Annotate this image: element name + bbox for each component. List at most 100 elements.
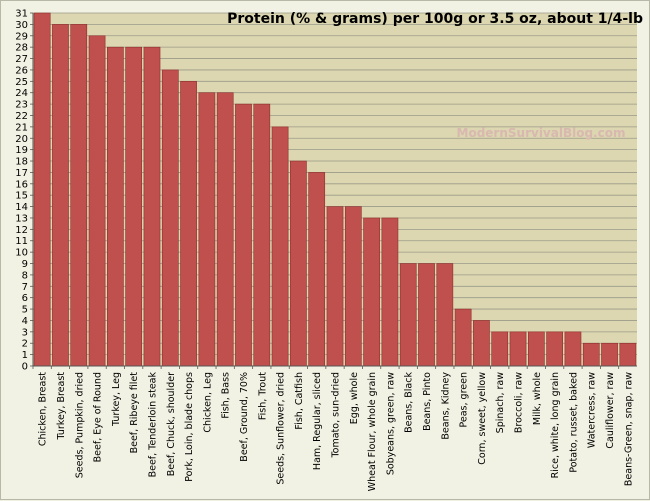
bar	[308, 172, 326, 367]
x-category-label: Potato, russet, baked	[568, 372, 579, 473]
y-tick-label: 19	[15, 145, 28, 156]
x-category-label: Tomato, sun-dried	[331, 372, 342, 459]
y-tick-label: 7	[22, 282, 28, 293]
bar	[52, 24, 69, 367]
bar	[326, 206, 344, 367]
x-category-label: Beans-Green, snap, raw	[623, 372, 634, 486]
y-tick-label: 11	[15, 236, 28, 247]
y-tick-label: 22	[15, 111, 28, 122]
x-category-label: Pork, Loin, blade chops	[184, 372, 195, 482]
x-category-label: Seeds, Sunflower, dried	[276, 372, 287, 485]
bar	[33, 12, 51, 367]
x-category-label: Beef, Chuck, shoulder	[166, 372, 177, 476]
y-tick-label: 4	[22, 316, 28, 327]
bar	[546, 331, 563, 367]
bar	[253, 103, 271, 367]
y-tick-label: 30	[15, 20, 28, 31]
bar	[143, 46, 161, 367]
x-category-label: Egg, whole	[349, 372, 360, 424]
x-category-label: Broccoli, raw	[514, 372, 525, 433]
y-tick-label: 0	[22, 362, 28, 373]
bar	[527, 331, 545, 367]
bar	[418, 263, 435, 367]
x-category-label: Fish, Trout	[257, 372, 268, 420]
bar	[399, 263, 417, 367]
bar	[619, 342, 637, 367]
x-category-label: Beans, Kidney	[440, 372, 451, 440]
x-category-label: Spinach, raw	[495, 372, 506, 434]
bar	[271, 126, 289, 367]
chart-title: Protein (% & grams) per 100g or 3.5 oz, …	[227, 11, 643, 27]
y-tick-label: 6	[22, 293, 28, 304]
x-category-label: Beef, Ground, 70%	[239, 372, 250, 462]
bar	[363, 217, 380, 367]
x-category-label: Beef, Ribeye filet	[129, 372, 140, 454]
y-tick-label: 12	[15, 225, 28, 236]
x-category-label: Watercress, raw	[587, 372, 598, 448]
y-tick-label: 25	[15, 77, 28, 88]
y-tick-label: 24	[15, 88, 28, 99]
bar	[88, 35, 106, 367]
x-category-label: Peas, green	[459, 372, 470, 427]
bar	[381, 217, 399, 367]
bar	[344, 206, 362, 367]
y-tick-label: 10	[15, 248, 28, 259]
x-category-label: Rice, white, long grain	[550, 372, 561, 478]
x-category-label: Fish, Catfish	[294, 372, 305, 430]
y-tick-label: 28	[15, 43, 28, 54]
x-category-label: Beans, Pinto	[422, 372, 433, 431]
x-category-label: Fish, Bass	[221, 372, 232, 419]
x-category-label: Cauliflower, raw	[605, 372, 616, 449]
y-tick-label: 14	[15, 202, 28, 213]
y-tick-label: 23	[15, 100, 28, 111]
bar	[491, 331, 509, 367]
y-tick-label: 9	[22, 259, 28, 270]
bar	[582, 342, 600, 367]
bar	[564, 331, 582, 367]
x-category-label: Wheat Flour, whole grain	[367, 372, 378, 491]
x-category-label: Turkey, Leg	[111, 372, 122, 427]
bar	[180, 81, 197, 367]
y-tick-label: 31	[15, 9, 28, 20]
bar	[436, 263, 454, 367]
bar	[473, 320, 490, 367]
y-tick-label: 5	[22, 305, 28, 316]
y-tick-label: 29	[15, 31, 28, 42]
x-category-label: Ham, Regular, sliced	[312, 372, 323, 470]
bar	[509, 331, 527, 367]
x-category-label: Turkey, Breast	[56, 372, 67, 441]
x-category-label: Chicken, Breast	[38, 372, 49, 446]
bar	[290, 160, 307, 367]
bar	[454, 308, 472, 367]
x-category-label: Beef, Eye of Round	[93, 372, 104, 462]
y-tick-label: 2	[22, 339, 28, 350]
x-category-label: Beans, Black	[404, 372, 415, 433]
y-tick-label: 21	[15, 122, 28, 133]
x-axis-labels: Chicken, Breast Turkey, Breast Seeds, Pump…	[32, 366, 634, 491]
y-axis-ticks: 0123456789101112131415161718192021222324…	[15, 9, 33, 373]
y-tick-label: 20	[15, 134, 28, 145]
x-category-label: Sobyeans, green, raw	[385, 372, 396, 475]
x-category-label: Chicken, Leg	[202, 372, 213, 433]
y-tick-label: 26	[15, 65, 28, 76]
y-tick-label: 16	[15, 179, 28, 190]
y-tick-label: 1	[22, 350, 28, 361]
y-tick-label: 8	[22, 270, 28, 281]
bar	[235, 103, 252, 367]
x-category-label: Corn, sweet, yellow	[477, 372, 488, 465]
y-tick-label: 17	[15, 168, 28, 179]
bar	[107, 46, 124, 367]
bar	[70, 24, 88, 367]
x-category-label: Beef, Tenderloin steak	[147, 372, 158, 478]
bar	[601, 342, 618, 367]
watermark: ModernSurvivalBlog.com	[457, 126, 626, 140]
y-tick-label: 13	[15, 213, 28, 224]
bar	[125, 46, 143, 367]
x-category-label: Seeds, Pumpkin, dried	[74, 372, 85, 478]
bar	[198, 92, 216, 367]
bar	[161, 69, 179, 367]
bars	[33, 12, 637, 367]
y-tick-label: 15	[15, 191, 28, 202]
